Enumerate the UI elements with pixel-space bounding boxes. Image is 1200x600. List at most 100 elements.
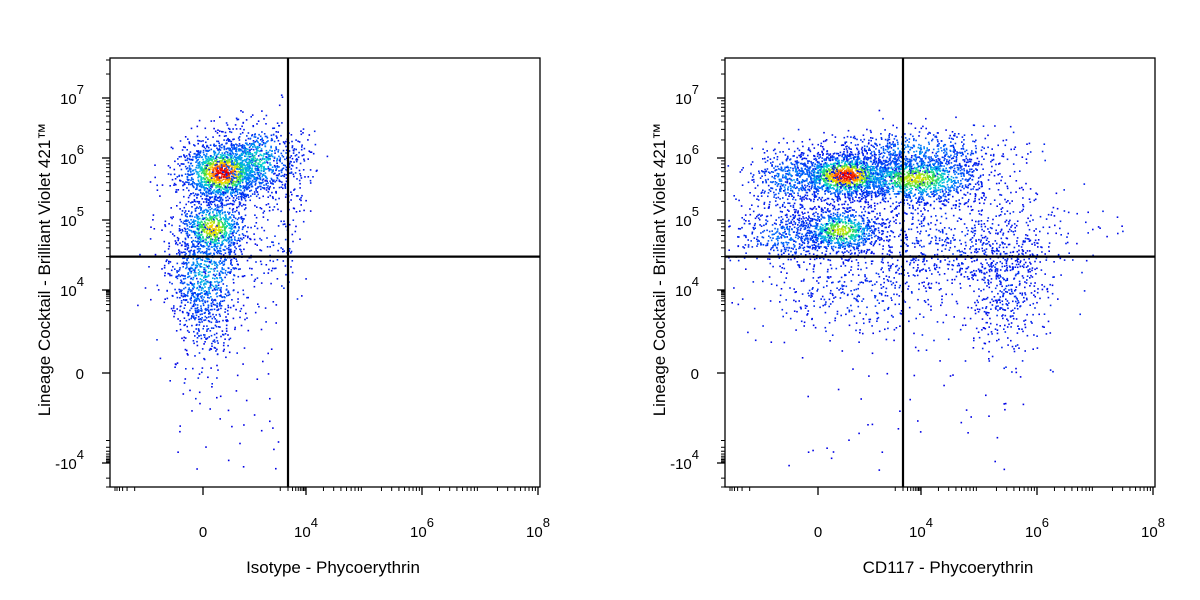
event-dot <box>213 234 216 236</box>
event-dot <box>208 213 211 215</box>
event-dot <box>259 153 261 156</box>
event-dot <box>212 229 215 232</box>
event-dot <box>254 141 257 143</box>
event-dot <box>178 225 181 227</box>
event-dot <box>200 140 202 143</box>
event-dot <box>198 329 200 331</box>
event-dot <box>867 194 870 197</box>
event-dot <box>236 352 238 354</box>
event-dot <box>216 226 218 228</box>
event-dot <box>217 326 220 328</box>
event-dot <box>212 285 215 288</box>
event-dot <box>254 173 256 176</box>
event-dot <box>233 138 235 140</box>
event-dot <box>284 187 287 189</box>
event-dot <box>188 165 191 167</box>
event-dot <box>194 208 197 210</box>
event-dot <box>821 157 823 159</box>
event-dot <box>195 324 198 326</box>
event-dot <box>846 180 849 182</box>
event-dot <box>248 186 251 189</box>
event-dot <box>219 205 221 208</box>
event-dot <box>215 240 217 243</box>
event-dot <box>191 283 193 285</box>
event-dot <box>210 188 212 191</box>
event-dot <box>222 194 225 197</box>
event-dot <box>205 153 208 155</box>
event-dot <box>247 236 249 239</box>
event-dot <box>226 239 228 241</box>
event-dot <box>200 337 203 340</box>
event-dot <box>830 156 833 159</box>
event-dot <box>205 182 207 184</box>
event-dot <box>204 198 207 200</box>
event-dot <box>281 122 283 124</box>
event-dot <box>246 317 248 319</box>
event-dot <box>197 236 199 238</box>
event-dot <box>262 173 265 175</box>
event-dot <box>174 288 176 291</box>
event-dot <box>195 157 197 160</box>
event-dot <box>822 140 825 143</box>
event-dot <box>248 167 251 170</box>
event-dot <box>214 164 216 166</box>
event-dot <box>262 143 265 145</box>
event-dot <box>195 170 197 173</box>
event-dot <box>225 232 228 235</box>
event-dot <box>241 205 243 207</box>
event-dot <box>241 159 244 162</box>
event-dot <box>200 319 203 321</box>
event-dot <box>200 169 203 172</box>
event-dot <box>266 152 269 154</box>
event-dot <box>837 198 839 200</box>
event-dot <box>174 268 176 270</box>
event-dot <box>232 214 235 217</box>
event-dot <box>197 230 200 232</box>
event-dot <box>299 162 302 165</box>
event-dot <box>188 289 191 291</box>
event-dot <box>225 173 228 175</box>
event-dot <box>236 206 238 209</box>
event-dot <box>205 149 208 152</box>
event-dot <box>856 183 859 185</box>
event-dot <box>218 183 221 186</box>
event-dot <box>247 179 250 181</box>
event-dot <box>194 335 196 337</box>
event-dot <box>280 94 283 96</box>
event-dot <box>216 242 218 245</box>
event-dot <box>201 367 204 369</box>
event-dot <box>244 185 247 187</box>
event-dot <box>278 166 280 168</box>
event-dot <box>198 189 200 191</box>
event-dot <box>209 206 211 208</box>
event-dot <box>208 227 210 229</box>
event-dot <box>213 273 215 276</box>
event-dot <box>236 161 238 164</box>
event-dot <box>224 185 227 188</box>
event-dot <box>206 173 209 175</box>
event-dot <box>198 202 200 205</box>
event-dot <box>850 169 853 172</box>
event-dot <box>198 293 200 295</box>
event-dot <box>201 228 204 231</box>
plot-frame <box>109 57 541 488</box>
event-dot <box>218 224 220 226</box>
event-dot <box>198 299 200 301</box>
event-dot <box>199 237 201 240</box>
event-dot <box>219 130 221 132</box>
event-dot <box>223 268 225 271</box>
event-dot <box>204 290 207 292</box>
event-dot <box>217 209 219 211</box>
event-dot <box>270 177 273 180</box>
event-dot <box>211 183 213 186</box>
event-dot <box>817 170 819 172</box>
event-dot <box>191 264 193 266</box>
event-dot <box>222 350 225 352</box>
event-dot <box>247 162 249 165</box>
event-dot <box>267 373 270 375</box>
event-dot <box>295 160 298 163</box>
event-dot <box>295 211 298 213</box>
event-dot <box>226 151 229 154</box>
event-dot <box>221 175 223 177</box>
event-dot <box>194 271 197 274</box>
